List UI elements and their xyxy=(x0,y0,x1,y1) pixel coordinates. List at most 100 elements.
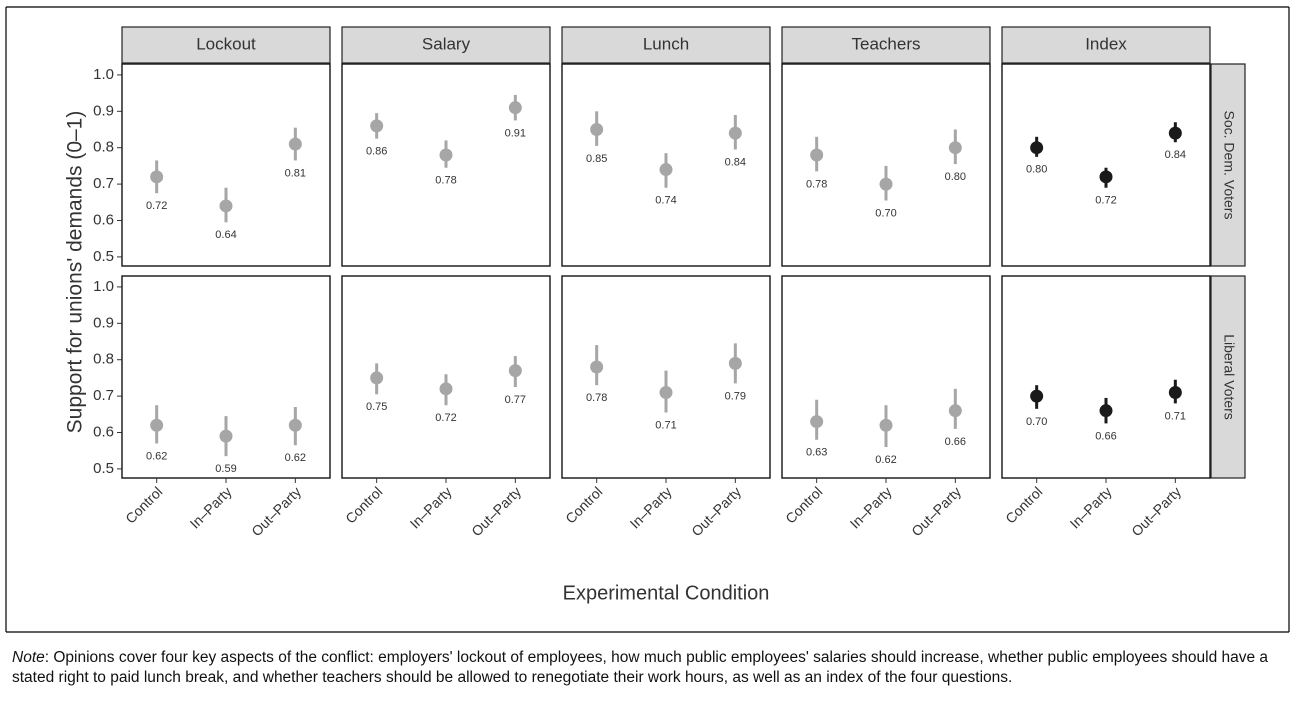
value-label: 0.75 xyxy=(366,401,387,413)
x-tick-label: In–Party xyxy=(187,483,235,531)
column-title: Salary xyxy=(422,34,471,53)
point xyxy=(370,371,384,385)
y-tick-label: 0.8 xyxy=(93,351,114,368)
x-tick-label: In–Party xyxy=(627,483,675,531)
value-label: 0.66 xyxy=(945,436,966,448)
point xyxy=(1168,126,1182,140)
y-tick-label: 0.6 xyxy=(93,423,114,440)
x-tick-label: Out–Party xyxy=(248,483,304,539)
y-tick-label: 0.5 xyxy=(93,460,114,477)
point xyxy=(439,148,453,162)
column-strip xyxy=(561,26,771,64)
value-label: 0.71 xyxy=(655,419,676,431)
point xyxy=(948,404,962,418)
point xyxy=(1099,404,1113,418)
x-tick-label: Control xyxy=(562,483,605,526)
x-tick-label: Control xyxy=(122,483,165,526)
x-tick-label: Out–Party xyxy=(908,483,964,539)
point xyxy=(1168,385,1182,399)
point xyxy=(659,163,673,177)
value-label: 0.63 xyxy=(806,447,827,459)
value-label: 0.80 xyxy=(1026,164,1047,176)
x-tick-label: In–Party xyxy=(407,483,455,531)
row-strip xyxy=(1210,63,1246,267)
point xyxy=(219,199,233,213)
panel xyxy=(781,63,991,267)
x-tick-label: Out–Party xyxy=(688,483,744,539)
panel xyxy=(1001,275,1211,479)
point xyxy=(1030,389,1044,403)
row-title: Liberal Voters xyxy=(1221,334,1237,420)
point xyxy=(219,429,233,443)
point xyxy=(370,119,384,133)
column-title: Index xyxy=(1085,34,1127,53)
point xyxy=(879,177,893,191)
value-label: 0.77 xyxy=(505,394,526,406)
y-tick-label: 1.0 xyxy=(93,66,114,83)
point xyxy=(439,382,453,396)
column-title: Teachers xyxy=(852,34,921,53)
value-label: 0.62 xyxy=(875,454,896,466)
x-axis-title: Experimental Condition xyxy=(563,582,770,604)
value-label: 0.59 xyxy=(215,463,236,475)
note: Note: Opinions cover four key aspects of… xyxy=(12,648,1282,688)
point xyxy=(288,137,302,151)
value-label: 0.81 xyxy=(285,167,306,179)
point xyxy=(590,360,604,374)
value-label: 0.78 xyxy=(806,178,827,190)
column-strip xyxy=(781,26,991,64)
x-tick-label: In–Party xyxy=(847,483,895,531)
value-label: 0.80 xyxy=(945,171,966,183)
column-strip xyxy=(341,26,551,64)
point xyxy=(1030,141,1044,155)
x-tick-label: Out–Party xyxy=(468,483,524,539)
point xyxy=(948,141,962,155)
y-axis-title: Support for unions' demands (0–1) xyxy=(64,111,87,434)
point xyxy=(508,101,522,115)
value-label: 0.72 xyxy=(1095,195,1116,207)
x-tick-label: Control xyxy=(1002,483,1045,526)
value-label: 0.64 xyxy=(215,229,236,241)
x-tick-label: Control xyxy=(342,483,385,526)
value-label: 0.84 xyxy=(725,156,746,168)
point xyxy=(1099,170,1113,184)
point xyxy=(150,170,164,184)
point xyxy=(810,148,824,162)
y-tick-label: 0.6 xyxy=(93,211,114,228)
value-label: 0.71 xyxy=(1165,410,1186,422)
value-label: 0.62 xyxy=(146,450,167,462)
y-tick-label: 0.5 xyxy=(93,248,114,265)
point xyxy=(150,418,164,432)
value-label: 0.84 xyxy=(1165,149,1186,161)
row-title: Soc. Dem. Voters xyxy=(1221,111,1237,220)
point xyxy=(728,356,742,370)
point xyxy=(590,123,604,137)
value-label: 0.72 xyxy=(146,200,167,212)
panel xyxy=(1001,63,1211,267)
y-tick-label: 0.7 xyxy=(93,175,114,192)
point xyxy=(810,415,824,429)
x-tick-label: Out–Party xyxy=(1128,483,1184,539)
point xyxy=(288,418,302,432)
value-label: 0.66 xyxy=(1095,430,1116,442)
column-strip xyxy=(121,26,331,64)
column-title: Lockout xyxy=(196,34,256,53)
value-label: 0.70 xyxy=(875,207,896,219)
value-label: 0.79 xyxy=(725,390,746,402)
column-title: Lunch xyxy=(643,34,689,53)
value-label: 0.85 xyxy=(586,153,607,165)
value-label: 0.74 xyxy=(655,195,676,207)
row-strip xyxy=(1210,275,1246,479)
point xyxy=(728,126,742,140)
value-label: 0.78 xyxy=(435,175,456,187)
y-tick-label: 0.9 xyxy=(93,102,114,119)
point xyxy=(659,385,673,399)
note-label: Note xyxy=(12,649,45,666)
y-tick-label: 0.8 xyxy=(93,139,114,156)
column-strip xyxy=(1001,26,1211,64)
value-label: 0.70 xyxy=(1026,416,1047,428)
y-tick-label: 0.9 xyxy=(93,314,114,331)
x-tick-label: Control xyxy=(782,483,825,526)
